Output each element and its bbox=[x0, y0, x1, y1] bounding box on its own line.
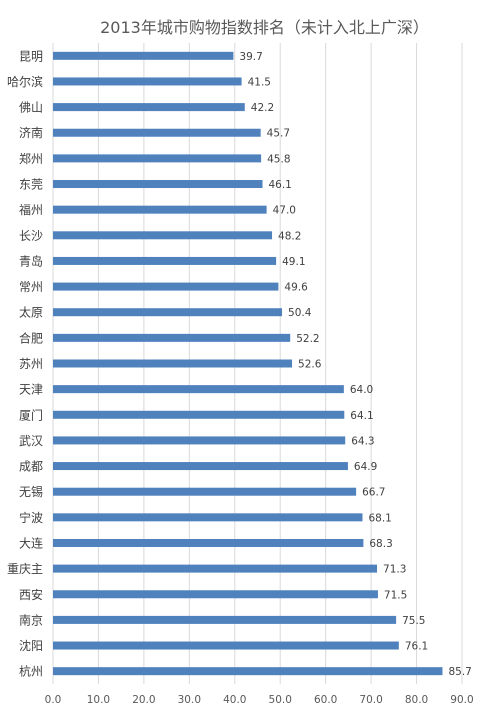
value-label: 48.2 bbox=[278, 230, 301, 242]
value-label: 68.3 bbox=[369, 538, 392, 550]
category-label: 郑州 bbox=[19, 151, 43, 166]
category-label: 厦门 bbox=[19, 407, 43, 422]
value-label: 52.2 bbox=[296, 333, 319, 345]
value-label: 66.7 bbox=[362, 487, 385, 499]
category-label: 无锡 bbox=[19, 484, 43, 499]
bar bbox=[53, 513, 363, 522]
category-label: 合肥 bbox=[19, 330, 43, 345]
bar bbox=[53, 180, 263, 189]
category-label: 昆明 bbox=[19, 49, 43, 63]
category-label: 天津 bbox=[19, 383, 43, 397]
value-label: 47.0 bbox=[273, 205, 296, 217]
value-label: 85.7 bbox=[448, 666, 471, 678]
value-label: 39.7 bbox=[239, 51, 262, 63]
bar bbox=[53, 538, 364, 547]
bar bbox=[53, 462, 348, 471]
bar bbox=[53, 51, 234, 60]
value-label: 64.9 bbox=[354, 461, 377, 473]
category-label: 西安 bbox=[19, 587, 43, 602]
bar bbox=[53, 282, 279, 291]
category-label: 杭州 bbox=[19, 664, 43, 679]
category-label: 常州 bbox=[19, 280, 43, 294]
value-label: 42.2 bbox=[251, 102, 274, 114]
bar bbox=[53, 615, 397, 624]
x-tick-label: 0.0 bbox=[45, 694, 62, 706]
category-label: 济南 bbox=[19, 125, 43, 140]
category-label: 佛山 bbox=[19, 101, 43, 115]
chart-title: 2013年城市购物指数排名（未计入北上广深） bbox=[100, 18, 429, 37]
value-label: 71.3 bbox=[383, 564, 406, 576]
value-label: 52.6 bbox=[298, 359, 322, 371]
x-tick-label: 70.0 bbox=[359, 694, 382, 706]
category-label: 哈尔滨 bbox=[7, 74, 43, 89]
x-tick-label: 40.0 bbox=[223, 694, 246, 706]
category-labels: 昆明哈尔滨佛山济南郑州东莞福州长沙青岛常州太原合肥苏州天津厦门武汉成都无锡宁波大… bbox=[7, 49, 43, 678]
category-label: 青岛 bbox=[19, 253, 43, 268]
value-label: 49.6 bbox=[284, 282, 308, 294]
bar bbox=[53, 385, 344, 394]
x-tick-labels: 0.0 10.0 20.0 30.0 40.0 50.0 60.0 70.0 80.0 90.0 bbox=[45, 694, 474, 706]
value-label: 68.1 bbox=[368, 512, 391, 524]
x-tick-label: 30.0 bbox=[178, 694, 201, 706]
value-label: 75.5 bbox=[402, 615, 425, 627]
category-label: 武汉 bbox=[19, 434, 43, 448]
category-label: 成都 bbox=[19, 460, 43, 474]
bar bbox=[53, 590, 378, 599]
bar bbox=[53, 333, 291, 342]
x-tick-label: 50.0 bbox=[269, 694, 292, 706]
x-tick-label: 20.0 bbox=[132, 694, 155, 706]
value-label: 41.5 bbox=[248, 76, 271, 88]
value-label: 45.8 bbox=[267, 153, 290, 165]
bars bbox=[53, 51, 443, 676]
category-label: 东莞 bbox=[19, 178, 43, 192]
value-label: 50.4 bbox=[288, 307, 312, 319]
x-tick-label: 10.0 bbox=[87, 694, 110, 706]
bar bbox=[53, 410, 345, 419]
value-label: 64.0 bbox=[350, 384, 373, 396]
value-label: 46.1 bbox=[268, 179, 291, 191]
category-label: 太原 bbox=[19, 305, 43, 320]
x-tick-label: 60.0 bbox=[314, 694, 337, 706]
bar bbox=[53, 308, 283, 317]
bar bbox=[53, 77, 242, 86]
value-label: 71.5 bbox=[384, 589, 407, 601]
value-label: 45.7 bbox=[267, 128, 290, 140]
bar bbox=[53, 128, 261, 137]
bar bbox=[53, 641, 399, 650]
value-label: 76.1 bbox=[405, 641, 428, 653]
value-labels: 39.7 41.5 42.2 45.7 45.8 46.1 47.0 48.2 49.1 49.6… bbox=[239, 51, 471, 678]
bar bbox=[53, 205, 267, 214]
bar bbox=[53, 154, 262, 163]
bar bbox=[53, 359, 293, 368]
bar bbox=[53, 256, 277, 265]
bar bbox=[53, 487, 357, 496]
bar bbox=[53, 103, 245, 112]
bar bbox=[53, 667, 443, 676]
x-tick-label: 90.0 bbox=[450, 694, 473, 706]
category-label: 宁波 bbox=[19, 510, 43, 525]
category-label: 沈阳 bbox=[19, 638, 43, 653]
category-label: 长沙 bbox=[19, 229, 43, 243]
value-label: 49.1 bbox=[282, 256, 305, 268]
bar bbox=[53, 564, 378, 573]
category-label: 福州 bbox=[19, 202, 43, 217]
category-label: 南京 bbox=[19, 612, 43, 627]
category-label: 大连 bbox=[19, 535, 43, 550]
x-tick-label: 80.0 bbox=[405, 694, 428, 706]
category-label: 重庆主 bbox=[7, 562, 43, 576]
category-label: 苏州 bbox=[19, 357, 43, 371]
value-label: 64.1 bbox=[350, 410, 373, 422]
bar bbox=[53, 436, 346, 445]
value-label: 64.3 bbox=[351, 435, 374, 447]
bar bbox=[53, 231, 273, 240]
